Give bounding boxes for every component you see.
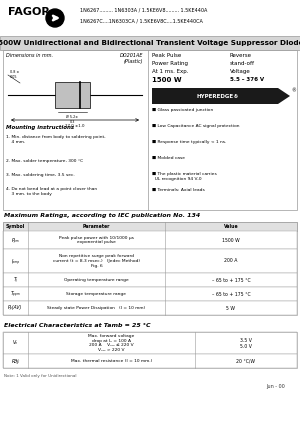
Text: ■ The plastic material carries
  UL recognition 94 V-0: ■ The plastic material carries UL recogn… bbox=[152, 172, 217, 181]
Bar bbox=[3, 249, 297, 273]
Text: Symbol: Symbol bbox=[6, 224, 25, 229]
Text: Dimensions in mm.: Dimensions in mm. bbox=[6, 53, 53, 58]
Text: Reverse: Reverse bbox=[230, 53, 252, 58]
Bar bbox=[55, 82, 90, 108]
Text: Note: 1 Valid only for Unidirectional: Note: 1 Valid only for Unidirectional bbox=[4, 374, 76, 378]
Text: DO201AE
(Plastic): DO201AE (Plastic) bbox=[119, 53, 143, 64]
Text: Max. forward voltage
drop at Iₙ = 100 A
200 A    Vₙₘ ≤ 220 V
Vₙₘ > 220 V: Max. forward voltage drop at Iₙ = 100 A … bbox=[88, 334, 135, 352]
Text: Storage temperature range: Storage temperature range bbox=[67, 292, 127, 296]
Bar bbox=[3, 273, 297, 287]
Text: ®: ® bbox=[291, 88, 296, 93]
Text: ■ Response time typically < 1 ns.: ■ Response time typically < 1 ns. bbox=[152, 140, 226, 144]
Text: Value: Value bbox=[224, 224, 238, 229]
Bar bbox=[3, 354, 297, 368]
Bar bbox=[3, 301, 297, 315]
Text: Ø 5.2±
0.3: Ø 5.2± 0.3 bbox=[66, 115, 79, 124]
Text: 5.5 – 376 V: 5.5 – 376 V bbox=[230, 77, 264, 82]
Text: ■ Terminals: Axial leads: ■ Terminals: Axial leads bbox=[152, 188, 205, 192]
Text: Voltage: Voltage bbox=[230, 69, 251, 74]
Text: 1500 W: 1500 W bbox=[222, 238, 240, 243]
Bar bbox=[3, 231, 297, 249]
Text: ■ Low Capacitance AC signal protection: ■ Low Capacitance AC signal protection bbox=[152, 124, 239, 128]
Text: Tⱼ: Tⱼ bbox=[14, 278, 17, 283]
Text: Pₚₘ: Pₚₘ bbox=[12, 238, 19, 243]
Text: 5 W: 5 W bbox=[226, 306, 236, 311]
Text: HYPEREDGE®: HYPEREDGE® bbox=[197, 94, 239, 99]
Text: Rθjₗ: Rθjₗ bbox=[11, 359, 20, 363]
Bar bbox=[3, 222, 297, 231]
Text: 1500W Unidirectional and Bidirectional Transient Voltage Suppressor Diodes: 1500W Unidirectional and Bidirectional T… bbox=[0, 40, 300, 46]
Text: Mounting instructions: Mounting instructions bbox=[6, 125, 74, 130]
Text: 27.0 ±1.0: 27.0 ±1.0 bbox=[65, 124, 85, 128]
Text: 1500 W: 1500 W bbox=[152, 77, 182, 83]
Text: Power Rating: Power Rating bbox=[152, 61, 188, 66]
Text: 20 °C/W: 20 °C/W bbox=[236, 359, 256, 363]
Text: 3.5 V
5.0 V: 3.5 V 5.0 V bbox=[240, 337, 252, 348]
Text: Steady state Power Dissipation   (l = 10 mm): Steady state Power Dissipation (l = 10 m… bbox=[47, 306, 146, 310]
Text: ■ Molded case: ■ Molded case bbox=[152, 156, 185, 160]
Bar bbox=[3, 222, 297, 315]
Text: stand-off: stand-off bbox=[230, 61, 255, 66]
Bar bbox=[3, 332, 297, 354]
Text: Pₚ(AV): Pₚ(AV) bbox=[8, 306, 22, 311]
Text: At 1 ms. Exp.: At 1 ms. Exp. bbox=[152, 69, 188, 74]
Text: 1N6267......... 1N6303A / 1.5KE6V8......... 1.5KE440A: 1N6267......... 1N6303A / 1.5KE6V8......… bbox=[80, 7, 207, 12]
Text: 1. Min. distance from body to soldering point,
    4 mm.: 1. Min. distance from body to soldering … bbox=[6, 135, 106, 144]
Text: ■ Glass passivated junction: ■ Glass passivated junction bbox=[152, 108, 213, 112]
Text: Vₙ: Vₙ bbox=[13, 340, 18, 346]
Text: 2. Max. solder temperature, 300 °C: 2. Max. solder temperature, 300 °C bbox=[6, 159, 83, 163]
Text: Tₚₚₘ: Tₚₚₘ bbox=[11, 292, 20, 297]
Text: – 65 to + 175 °C: – 65 to + 175 °C bbox=[212, 292, 250, 297]
Bar bbox=[0, 36, 300, 50]
Text: 4. Do not bend lead at a point closer than
    3 mm. to the body: 4. Do not bend lead at a point closer th… bbox=[6, 187, 97, 196]
Text: – 65 to + 175 °C: – 65 to + 175 °C bbox=[212, 278, 250, 283]
Text: Jun - 00: Jun - 00 bbox=[266, 384, 285, 389]
Text: Electrical Characteristics at Tamb = 25 °C: Electrical Characteristics at Tamb = 25 … bbox=[4, 323, 151, 328]
Text: Peak Pulse: Peak Pulse bbox=[152, 53, 181, 58]
Text: Operating temperature range: Operating temperature range bbox=[64, 278, 129, 282]
Text: Maximum Ratings, according to IEC publication No. 134: Maximum Ratings, according to IEC public… bbox=[4, 213, 200, 218]
Text: Iₚₘₚ: Iₚₘₚ bbox=[11, 258, 20, 264]
Text: 3. Max. soldering time, 3.5 sec.: 3. Max. soldering time, 3.5 sec. bbox=[6, 173, 75, 177]
Text: Parameter: Parameter bbox=[83, 224, 110, 229]
Circle shape bbox=[46, 9, 64, 27]
Text: 0.8 ±
0.05: 0.8 ± 0.05 bbox=[10, 70, 20, 79]
Text: Non repetitive surge peak forward
current (t = 8.3 msec.)   (Jedec Method)
Fig. : Non repetitive surge peak forward curren… bbox=[53, 255, 140, 268]
Text: 200 A: 200 A bbox=[224, 258, 238, 264]
Text: FAGOR: FAGOR bbox=[8, 7, 50, 17]
Text: Max. thermal resistance (l = 10 mm.): Max. thermal resistance (l = 10 mm.) bbox=[71, 359, 152, 363]
Bar bbox=[3, 332, 297, 368]
Bar bbox=[3, 287, 297, 301]
Bar bbox=[3, 50, 297, 210]
Polygon shape bbox=[152, 88, 290, 104]
Text: Peak pulse power with 10/1000 μs
exponential pulse: Peak pulse power with 10/1000 μs exponen… bbox=[59, 236, 134, 244]
Text: 1N6267C....1N6303CA / 1.5KE6V8C....1.5KE440CA: 1N6267C....1N6303CA / 1.5KE6V8C....1.5KE… bbox=[80, 18, 203, 23]
Bar bbox=[0, 0, 300, 36]
